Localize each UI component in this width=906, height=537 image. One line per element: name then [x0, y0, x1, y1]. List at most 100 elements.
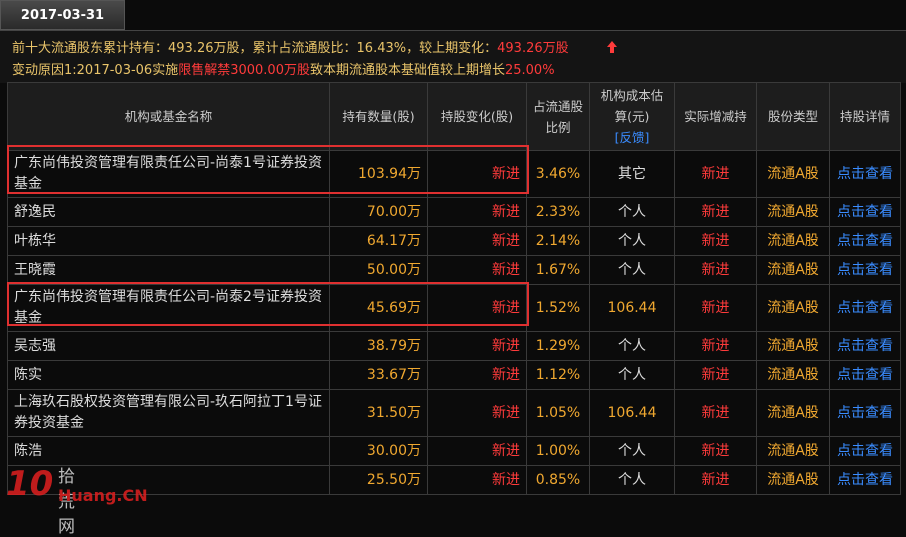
holding-change: 新进 — [427, 436, 527, 466]
cost-estimate: 个人 — [589, 465, 675, 495]
holding-quantity: 31.50万 — [329, 389, 428, 437]
float-ratio: 3.46% — [526, 150, 590, 198]
summary-text: 493.26万股 — [168, 41, 240, 56]
column-header: 机构或基金名称 — [7, 82, 330, 151]
summary-text: 变动原因1:2017-03-06实施 — [12, 63, 179, 78]
holding-quantity: 25.50万 — [329, 465, 428, 495]
float-ratio: 2.14% — [526, 226, 590, 256]
table-row: 上海玖石股权投资管理有限公司-玖石阿拉丁1号证券投资基金 31.50万 新进 1.05… — [7, 389, 901, 437]
share-type: 流通A股 — [756, 284, 830, 332]
holder-name: 叶栋华 — [7, 226, 330, 256]
detail-link[interactable]: 点击查看 — [829, 150, 901, 198]
float-ratio: 1.12% — [526, 360, 590, 390]
feedback-link[interactable]: [反馈] — [614, 130, 650, 145]
holding-change: 新进 — [427, 465, 527, 495]
date-tab[interactable]: 2017-03-31 — [0, 0, 125, 30]
holding-change: 新进 — [427, 331, 527, 361]
holder-name: 上海玖石股权投资管理有限公司-玖石阿拉丁1号证券投资基金 — [7, 389, 330, 437]
holder-name: 吴志强 — [7, 331, 330, 361]
cost-estimate: 个人 — [589, 197, 675, 227]
cost-estimate: 个人 — [589, 331, 675, 361]
holders-table: 机构或基金名称 持有数量(股) 持股变化(股) 占流通股比例 机构成本估算(元) [反馈]… — [7, 82, 901, 495]
detail-link[interactable]: 点击查看 — [829, 360, 901, 390]
cost-estimate: 个人 — [589, 360, 675, 390]
holding-quantity: 33.67万 — [329, 360, 428, 390]
summary-text: ，累计占流通股比： — [239, 41, 357, 56]
actual-change: 新进 — [674, 197, 757, 227]
cost-estimate: 106.44 — [589, 389, 675, 437]
column-header: 持股变化(股) — [427, 82, 527, 151]
holding-change: 新进 — [427, 197, 527, 227]
holding-quantity: 50.00万 — [329, 255, 428, 285]
column-header: 实际增减持 — [674, 82, 757, 151]
actual-change: 新进 — [674, 436, 757, 466]
holder-name — [7, 465, 330, 495]
holding-quantity: 70.00万 — [329, 197, 428, 227]
detail-link[interactable]: 点击查看 — [829, 197, 901, 227]
actual-change: 新进 — [674, 150, 757, 198]
table-row: 吴志强 38.79万 新进 1.29% 个人 新进 流通A股 点击查看 — [7, 331, 901, 361]
holder-name: 陈浩 — [7, 436, 330, 466]
share-type: 流通A股 — [756, 150, 830, 198]
detail-link[interactable]: 点击查看 — [829, 255, 901, 285]
summary-text: 限售解禁3000.00万股 — [178, 63, 310, 78]
holding-quantity: 103.94万 — [329, 150, 428, 198]
actual-change: 新进 — [674, 389, 757, 437]
table-row: 舒逸民 70.00万 新进 2.33% 个人 新进 流通A股 点击查看 — [7, 197, 901, 227]
holding-change: 新进 — [427, 389, 527, 437]
detail-link[interactable]: 点击查看 — [829, 331, 901, 361]
float-ratio: 1.00% — [526, 436, 590, 466]
actual-change: 新进 — [674, 284, 757, 332]
summary-text: 25.00% — [504, 63, 555, 78]
share-type: 流通A股 — [756, 331, 830, 361]
float-ratio: 2.33% — [526, 197, 590, 227]
up-arrow — [607, 41, 617, 53]
column-header: 股份类型 — [756, 82, 830, 151]
holding-change: 新进 — [427, 226, 527, 256]
share-type: 流通A股 — [756, 389, 830, 437]
cost-estimate: 个人 — [589, 436, 675, 466]
holder-name: 广东尚伟投资管理有限责任公司-尚泰1号证券投资基金 — [7, 150, 330, 198]
watermark-logo: 10 — [6, 464, 54, 504]
detail-link[interactable]: 点击查看 — [829, 226, 901, 256]
header-row: 机构或基金名称 持有数量(股) 持股变化(股) 占流通股比例 机构成本估算(元) [反馈]… — [7, 82, 901, 151]
holding-quantity: 45.69万 — [329, 284, 428, 332]
share-type: 流通A股 — [756, 436, 830, 466]
detail-link[interactable]: 点击查看 — [829, 465, 901, 495]
actual-change: 新进 — [674, 255, 757, 285]
float-ratio: 0.85% — [526, 465, 590, 495]
column-header: 持有数量(股) — [329, 82, 428, 151]
holding-quantity: 64.17万 — [329, 226, 428, 256]
actual-change: 新进 — [674, 331, 757, 361]
holder-name: 陈实 — [7, 360, 330, 390]
detail-link[interactable]: 点击查看 — [829, 436, 901, 466]
cost-estimate: 个人 — [589, 255, 675, 285]
summary-text: 致本期流通股本基础值较上期增长 — [309, 63, 505, 78]
holder-name: 广东尚伟投资管理有限责任公司-尚泰2号证券投资基金 — [7, 284, 330, 332]
summary-line: 变动原因1:2017-03-06实施限售解禁3000.00万股致本期流通股本基础… — [12, 59, 555, 78]
cost-estimate: 其它 — [589, 150, 675, 198]
summary: 前十大流通股东累计持有：493.26万股，累计占流通股比：16.43%，较上期变… — [0, 30, 906, 83]
table-row: 陈浩 30.00万 新进 1.00% 个人 新进 流通A股 点击查看 — [7, 436, 901, 466]
holding-change: 新进 — [427, 360, 527, 390]
holder-name: 王晓霞 — [7, 255, 330, 285]
column-header: 占流通股比例 — [526, 82, 590, 151]
table-row: 陈实 33.67万 新进 1.12% 个人 新进 流通A股 点击查看 — [7, 360, 901, 390]
float-ratio: 1.29% — [526, 331, 590, 361]
holder-name: 舒逸民 — [7, 197, 330, 227]
watermark-domain: Huang.CN — [58, 486, 148, 505]
summary-text: 前十大流通股东累计持有： — [12, 41, 169, 56]
holding-quantity: 38.79万 — [329, 331, 428, 361]
table-row: 王晓霞 50.00万 新进 1.67% 个人 新进 流通A股 点击查看 — [7, 255, 901, 285]
actual-change: 新进 — [674, 465, 757, 495]
summary-text: ，较上期变化： — [406, 41, 498, 56]
cost-estimate: 个人 — [589, 226, 675, 256]
table-row: 广东尚伟投资管理有限责任公司-尚泰1号证券投资基金 103.94万 新进 3.46% 其… — [7, 150, 901, 198]
share-type: 流通A股 — [756, 197, 830, 227]
share-type: 流通A股 — [756, 465, 830, 495]
detail-link[interactable]: 点击查看 — [829, 389, 901, 437]
header-text: 机构成本估算(元) — [600, 88, 664, 124]
column-header: 机构成本估算(元) [反馈] — [589, 82, 675, 151]
detail-link[interactable]: 点击查看 — [829, 284, 901, 332]
